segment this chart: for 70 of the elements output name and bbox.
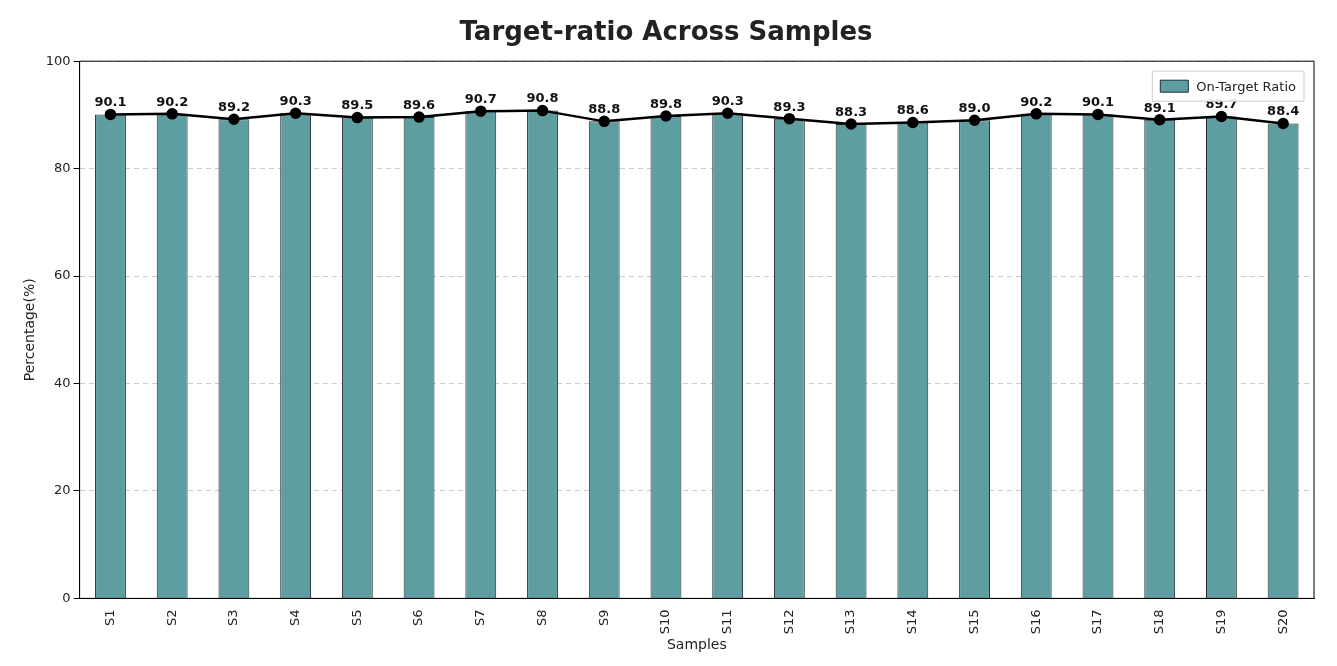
x-tick-label: S17 xyxy=(1089,609,1105,635)
x-tick-label: S12 xyxy=(780,609,796,635)
data-label: 88.8 xyxy=(588,101,621,117)
point xyxy=(1030,108,1043,120)
x-tick-label: S5 xyxy=(348,609,364,626)
point xyxy=(536,104,549,117)
x-tick-label: S10 xyxy=(657,609,673,635)
data-label: 89.8 xyxy=(649,95,682,111)
x-tick-label: S8 xyxy=(533,609,549,626)
data-label: 89.0 xyxy=(958,100,991,116)
data-label: 90.2 xyxy=(156,93,189,109)
y-axis-title: Percentage(%) xyxy=(21,278,38,382)
x-tick-label: S15 xyxy=(965,609,981,635)
data-label: 89.6 xyxy=(403,96,436,112)
chart-title: Target-ratio Across Samples xyxy=(459,16,873,47)
x-tick-label: S6 xyxy=(410,609,426,626)
x-tick-label: S13 xyxy=(842,609,858,635)
data-label: 88.6 xyxy=(896,102,929,118)
y-tick-label: 80 xyxy=(54,160,71,176)
data-label: 90.1 xyxy=(1081,94,1115,110)
point xyxy=(475,105,487,117)
x-tick-label: S7 xyxy=(472,609,488,626)
point xyxy=(1092,108,1104,121)
point xyxy=(1215,110,1228,123)
x-tick-label: S20 xyxy=(1274,609,1290,635)
point xyxy=(721,107,734,120)
data-label: 90.3 xyxy=(711,93,744,109)
data-label: 90.3 xyxy=(279,93,312,109)
legend-label: On-Target Ratio xyxy=(1196,78,1297,94)
y-tick-label: 60 xyxy=(54,267,71,283)
x-tick-label: S9 xyxy=(595,609,611,626)
y-tick-label: 20 xyxy=(54,482,71,498)
point xyxy=(1153,114,1166,126)
point xyxy=(968,114,981,127)
data-label: 90.2 xyxy=(1020,93,1053,109)
point xyxy=(660,110,672,122)
x-tick-label: S1 xyxy=(101,609,117,626)
point xyxy=(228,113,240,125)
x-tick-label: S2 xyxy=(163,609,179,626)
data-label: 89.1 xyxy=(1143,99,1176,115)
point xyxy=(598,115,610,128)
x-tick-label: S19 xyxy=(1212,609,1228,635)
x-tick-label: S16 xyxy=(1027,609,1043,635)
point xyxy=(351,111,364,124)
data-label: 89.3 xyxy=(773,98,806,114)
x-tick-label: S11 xyxy=(719,609,735,635)
data-label: 89.7 xyxy=(1205,96,1238,112)
point xyxy=(104,108,117,121)
x-axis-title: Samples xyxy=(666,636,727,653)
y-tick-label: 40 xyxy=(54,374,71,390)
point xyxy=(289,107,302,120)
point xyxy=(413,111,425,123)
data-label: 89.5 xyxy=(341,97,374,113)
x-tick-label: S18 xyxy=(1151,609,1167,635)
data-label: 90.7 xyxy=(464,91,497,107)
y-tick-label: 100 xyxy=(45,52,71,68)
point xyxy=(845,118,857,130)
data-label: 88.3 xyxy=(835,103,868,119)
data-label: 88.4 xyxy=(1267,103,1300,119)
x-tick-label: S14 xyxy=(904,609,920,635)
point xyxy=(783,112,796,125)
point xyxy=(1277,117,1289,130)
data-label: 89.2 xyxy=(217,99,250,115)
x-tick-label: S3 xyxy=(225,609,241,626)
data-label: 90.1 xyxy=(94,94,127,110)
data-label: 90.8 xyxy=(526,90,559,106)
point xyxy=(166,108,178,120)
point xyxy=(907,116,919,129)
y-tick-label: 0 xyxy=(62,589,71,605)
x-tick-label: S4 xyxy=(287,609,303,626)
